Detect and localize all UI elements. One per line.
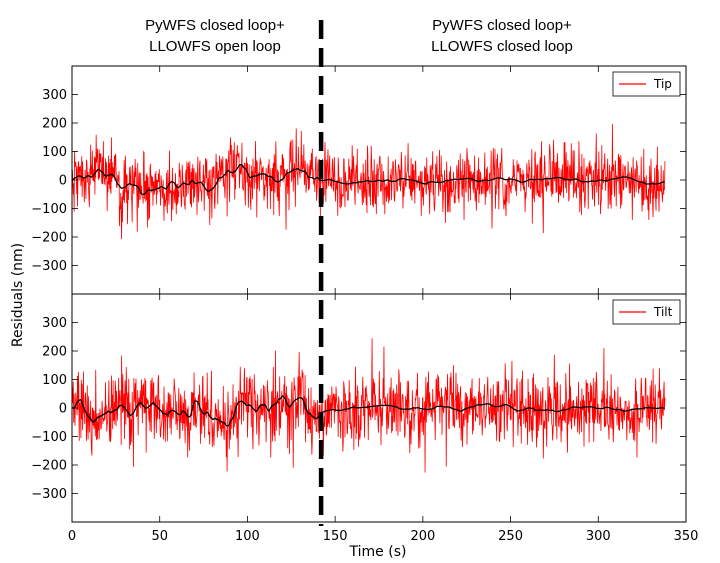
annotation-right-line2: LLOWFS closed loop [431, 38, 573, 55]
y-tick-label: −200 [31, 459, 67, 474]
x-tick-label: 100 [235, 529, 260, 544]
y-axis-label: Residuals (nm) [10, 243, 26, 347]
smoothed-line [71, 394, 665, 427]
noisy-line [71, 338, 666, 473]
y-tick-label: −100 [31, 202, 67, 217]
y-tick-label: −300 [31, 487, 67, 502]
x-tick-label: 0 [68, 529, 76, 544]
x-tick-labels: 0 50 100 150 200 250 300 350 [68, 529, 699, 544]
noisy-line [71, 123, 666, 240]
y-tick-label: 100 [42, 373, 67, 388]
tip-legend-label: Tip [653, 77, 672, 91]
y-tick-label: 100 [42, 145, 67, 160]
smoothed-line [71, 163, 665, 196]
tilt-legend: Tilt [612, 299, 681, 325]
tilt-noisy-series [71, 338, 666, 473]
tip-y-ticks: −300 −200 −100 0 100 200 300 [31, 88, 686, 274]
tip-noisy-series [71, 123, 666, 240]
y-tick-label: 300 [42, 88, 67, 103]
y-tick-label: −100 [31, 430, 67, 445]
annotation-left-line1: PyWFS closed loop+ [145, 17, 285, 34]
y-tick-label: 300 [42, 316, 67, 331]
tilt-legend-label: Tilt [653, 305, 673, 319]
y-tick-label: 200 [42, 117, 67, 132]
y-tick-label: −200 [31, 231, 67, 246]
x-tick-label: 200 [410, 529, 435, 544]
y-tick-label: 0 [59, 174, 67, 189]
annotation-left-line2: LLOWFS open loop [149, 38, 281, 55]
tilt-panel: −300 −200 −100 0 100 200 300 Tilt [31, 293, 687, 523]
tilt-y-ticks: −300 −200 −100 0 100 200 300 [31, 316, 686, 502]
annotation-right-line1: PyWFS closed loop+ [432, 17, 572, 34]
tip-panel: −300 −200 −100 0 100 200 300 Tip [31, 65, 687, 295]
tilt-axes-frame [71, 293, 687, 523]
y-tick-label: 200 [42, 345, 67, 360]
x-tick-label: 250 [498, 529, 523, 544]
tip-legend: Tip [612, 71, 681, 97]
tip-smoothed-series [71, 163, 665, 196]
y-tick-label: 0 [59, 402, 67, 417]
x-tick-label: 300 [586, 529, 611, 544]
x-tick-label: 150 [323, 529, 348, 544]
y-tick-label: −300 [31, 259, 67, 274]
x-axis-label: Time (s) [349, 544, 407, 560]
x-tick-label: 50 [151, 529, 168, 544]
x-tick-label: 350 [674, 529, 699, 544]
tilt-smoothed-series [71, 394, 665, 427]
